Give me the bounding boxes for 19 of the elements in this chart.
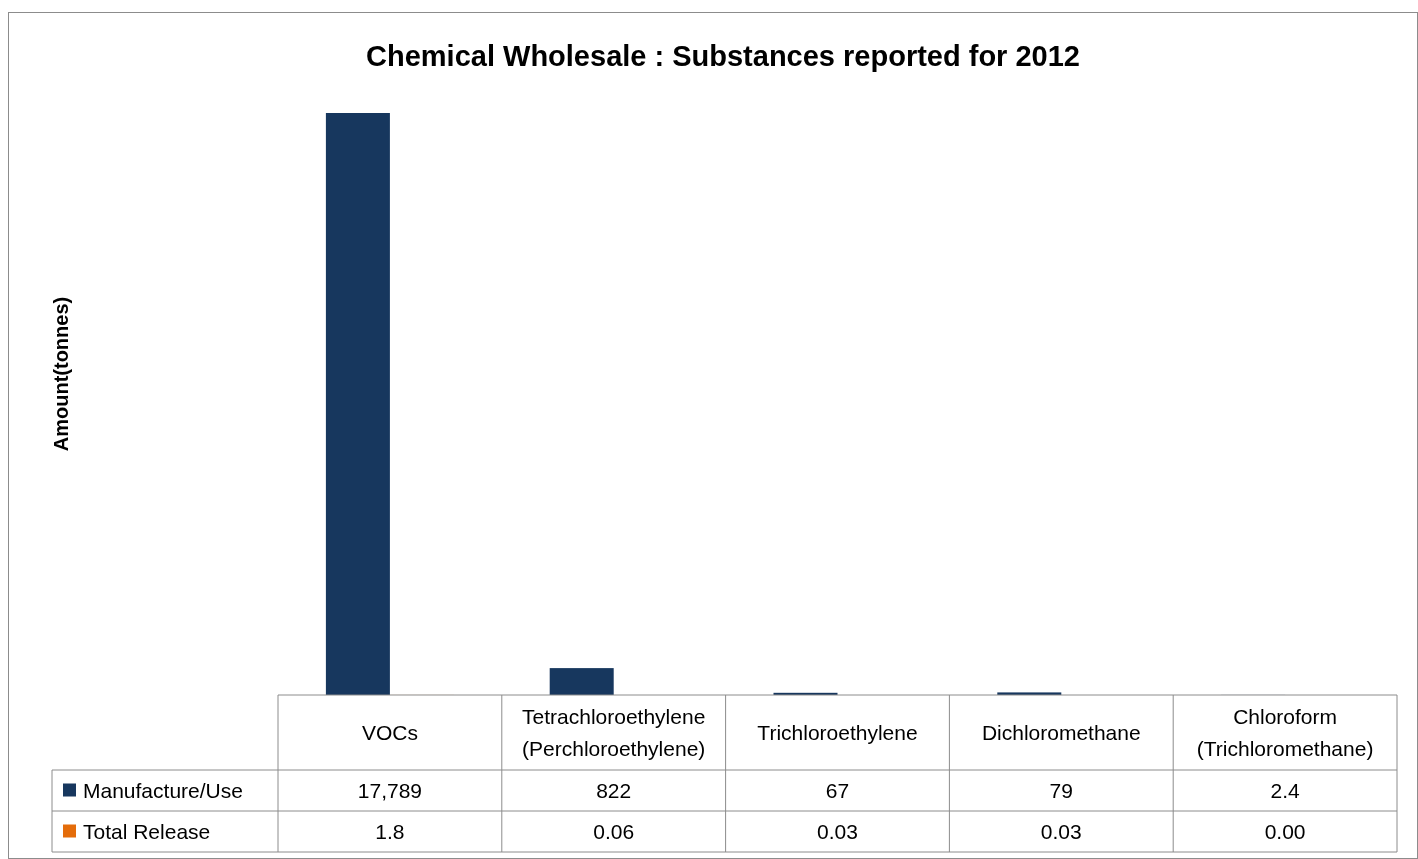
data-label: 2.4 [1270, 778, 1301, 802]
data-label: 0.03 [817, 819, 858, 843]
data-label: 822 [596, 778, 632, 802]
data-label: 17,789 [357, 778, 423, 802]
data-label: 67 [825, 778, 850, 802]
legend-label: Manufacture/Use [83, 778, 243, 802]
x-tick-label: Dichloromethane [981, 720, 1141, 744]
data-label: 0.06 [593, 819, 635, 843]
x-tick-label: Chloroform (Trichloromethane) [1196, 704, 1374, 760]
x-tick-label: Tetrachloroethylene (Perchloroethylene) [522, 704, 706, 760]
text: Amount(tonnes) [50, 296, 72, 452]
data-label: 0.03 [1040, 819, 1082, 843]
data-label: 0.00 [1264, 819, 1306, 843]
data-label: 1.8 [375, 819, 405, 843]
chart-title: Chemical Wholesale : Substances reported for 2012 [366, 40, 1080, 72]
data-label: 79 [1049, 778, 1073, 802]
x-tick-label: Trichloroethylene [757, 720, 918, 744]
x-tick-label: VOCs [361, 720, 418, 744]
legend-label: Total Release [83, 819, 211, 843]
